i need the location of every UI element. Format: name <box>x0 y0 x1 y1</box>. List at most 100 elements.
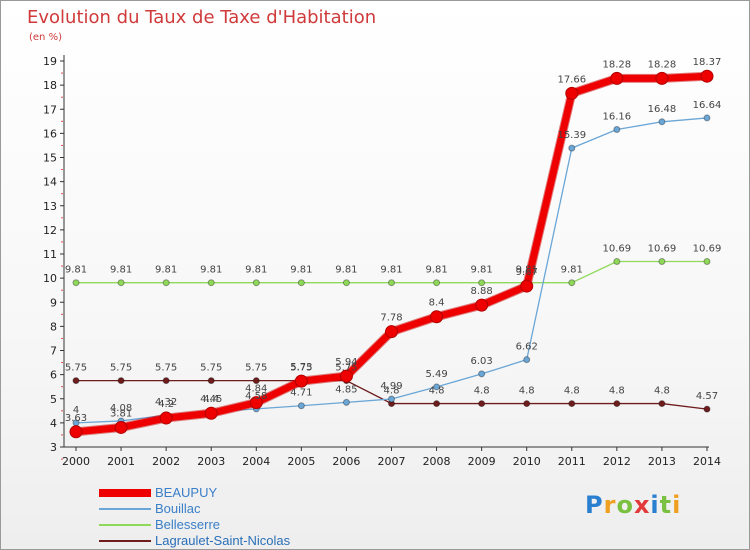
data-point <box>703 405 711 413</box>
data-point <box>430 310 444 324</box>
data-label: 8.4 <box>429 298 445 309</box>
data-label: 4.58 <box>245 391 267 402</box>
legend-label: BEAUPUY <box>155 485 218 500</box>
data-label: 4.85 <box>335 384 357 395</box>
data-point <box>252 377 260 385</box>
data-label: 9.81 <box>245 265 267 276</box>
data-point <box>613 257 621 265</box>
data-label: 5.75 <box>335 363 357 374</box>
data-point <box>568 144 576 152</box>
logo-letter: i <box>672 491 682 519</box>
data-label: 4.71 <box>290 388 312 399</box>
data-point <box>252 279 260 287</box>
data-label: 9.81 <box>335 265 357 276</box>
data-point <box>162 377 170 385</box>
data-label: 9.81 <box>471 265 493 276</box>
data-point <box>568 279 576 287</box>
data-label: 9.81 <box>516 265 538 276</box>
data-point <box>658 400 666 408</box>
data-label: 9.81 <box>155 265 177 276</box>
y-tick-label: 15 <box>43 152 57 165</box>
data-point <box>520 279 534 293</box>
legend-item: Bellesserre <box>99 517 359 533</box>
data-label: 5.75 <box>110 363 132 374</box>
chart-title: Evolution du Taux de Taxe d'Habitation <box>27 7 377 28</box>
y-tick-label: 12 <box>43 224 57 237</box>
data-label: 4.84 <box>245 384 267 395</box>
y-tick-label: 5 <box>50 393 57 406</box>
data-label: 3.81 <box>110 408 132 419</box>
data-point <box>703 257 711 265</box>
data-point <box>613 400 621 408</box>
legend-item: Bouillac <box>99 501 359 517</box>
data-label: 5.94 <box>335 357 357 368</box>
data-label: 5.75 <box>290 363 312 374</box>
data-label: 7.78 <box>380 313 402 324</box>
data-label: 9.81 <box>425 265 447 276</box>
data-label: 8.88 <box>471 286 493 297</box>
data-point <box>388 279 395 287</box>
legend-item: Lagraulet-Saint-Nicolas <box>99 533 359 549</box>
data-label: 15.39 <box>557 130 586 141</box>
data-label: 9.81 <box>200 265 222 276</box>
data-point <box>613 126 621 134</box>
data-label: 4.8 <box>609 386 625 397</box>
x-tick-label: 2004 <box>242 455 270 468</box>
data-point <box>475 298 489 312</box>
data-point <box>117 279 125 287</box>
data-label: 4.45 <box>200 394 222 405</box>
logo-letter: t <box>659 491 673 519</box>
x-tick-label: 2012 <box>603 455 631 468</box>
x-tick-label: 2014 <box>693 455 721 468</box>
y-tick-label: 14 <box>43 176 57 189</box>
data-label: 3.63 <box>65 413 87 424</box>
data-label: 16.16 <box>603 112 632 123</box>
y-tick-label: 17 <box>43 103 57 116</box>
data-point <box>342 279 350 287</box>
data-label: 9.67 <box>516 267 538 278</box>
data-label: 9.81 <box>65 265 87 276</box>
y-tick-label: 4 <box>50 417 57 430</box>
logo-letter: r <box>603 491 617 519</box>
proxiti-logo: Proxiti <box>585 491 681 519</box>
data-point <box>658 257 666 265</box>
data-label: 4 <box>73 405 79 416</box>
data-label: 5.73 <box>290 362 312 373</box>
data-label: 10.69 <box>603 243 632 254</box>
x-tick-label: 2001 <box>107 455 135 468</box>
data-point <box>433 279 441 287</box>
data-point <box>703 114 711 122</box>
data-label: 4.8 <box>654 386 670 397</box>
logo-letter: o <box>616 491 634 519</box>
y-tick-label: 8 <box>50 320 57 333</box>
data-label: 9.81 <box>290 265 312 276</box>
x-tick-label: 2011 <box>558 455 586 468</box>
y-tick-label: 6 <box>50 369 57 382</box>
data-label: 4.8 <box>429 386 445 397</box>
data-point <box>565 86 579 100</box>
y-tick-label: 16 <box>43 127 57 140</box>
data-point <box>568 400 576 408</box>
x-tick-label: 2006 <box>332 455 360 468</box>
data-point <box>207 377 215 385</box>
x-tick-label: 2007 <box>378 455 406 468</box>
data-label: 18.28 <box>648 59 677 70</box>
y-tick-label: 3 <box>50 441 57 454</box>
data-point <box>523 356 531 364</box>
data-label: 4.2 <box>158 399 174 410</box>
x-tick-label: 2013 <box>648 455 676 468</box>
data-point <box>655 71 669 85</box>
data-point <box>478 400 486 408</box>
data-label: 10.69 <box>648 243 677 254</box>
data-label: 4.99 <box>380 381 402 392</box>
x-tick-label: 2003 <box>197 455 225 468</box>
data-point <box>478 370 486 378</box>
data-point <box>658 118 666 126</box>
data-point <box>162 279 170 287</box>
legend-swatch <box>99 508 151 510</box>
data-point <box>69 425 83 439</box>
data-label: 9.81 <box>561 265 583 276</box>
y-tick-label: 9 <box>50 296 57 309</box>
data-point <box>159 411 173 425</box>
data-label: 5.75 <box>200 363 222 374</box>
